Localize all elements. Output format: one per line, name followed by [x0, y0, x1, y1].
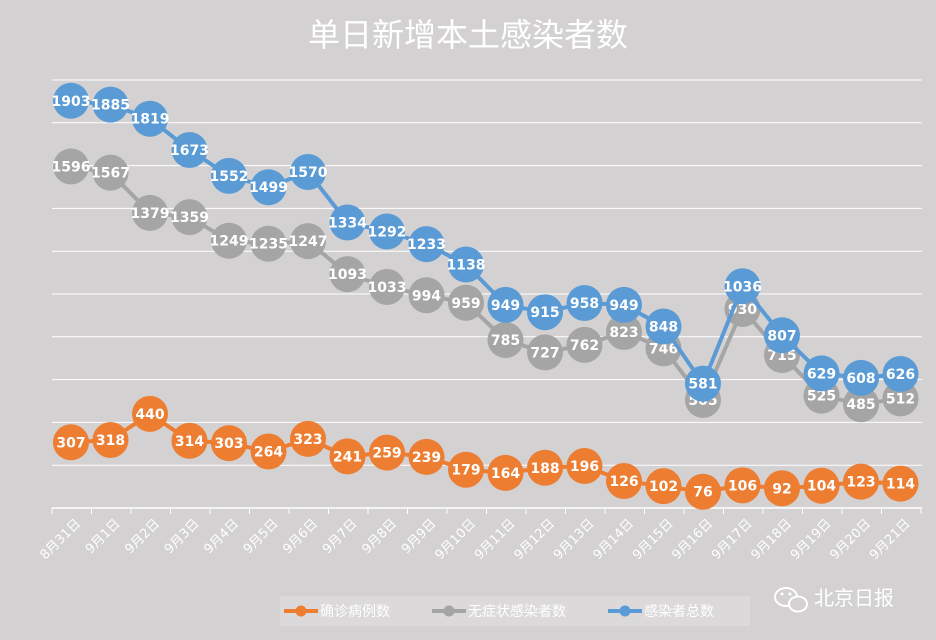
wechat-icon [775, 588, 807, 612]
x-tick-label: 9月17日 [709, 516, 756, 563]
data-label: 241 [333, 449, 362, 465]
x-axis: 8月31日9月1日9月2日9月3日9月4日9月5日9月6日9月7日9月8日9月9… [38, 508, 921, 563]
data-label: 958 [570, 296, 599, 312]
data-label: 196 [570, 459, 599, 475]
legend-label: 确诊病例数 [320, 604, 390, 620]
data-label: 1359 [170, 210, 209, 226]
x-tick-label: 9月12日 [512, 516, 559, 563]
data-label: 1247 [289, 234, 328, 250]
x-tick-label: 9月11日 [472, 516, 519, 563]
data-label: 259 [372, 446, 401, 462]
x-tick-label: 9月6日 [280, 516, 321, 557]
data-label: 104 [807, 479, 836, 495]
data-label: 581 [688, 377, 717, 393]
x-tick-label: 9月16日 [670, 516, 717, 563]
data-label: 1819 [131, 112, 170, 128]
x-tick-label: 9月1日 [83, 516, 124, 557]
data-label: 512 [886, 391, 915, 407]
data-label: 1552 [210, 169, 249, 185]
legend: 确诊病例数 无症状感染者数 感染者总数 [280, 596, 750, 626]
x-tick-label: 9月14日 [591, 516, 638, 563]
x-tick-label: 9月8日 [359, 516, 400, 557]
legend-label: 无症状感染者数 [468, 603, 566, 620]
x-tick-label: 9月7日 [320, 516, 361, 557]
data-label: 1379 [131, 206, 170, 222]
series-0: 307 318 440 314 303 264 323 241 259 239 179 164 188 1… [53, 396, 919, 510]
data-label: 92 [772, 481, 791, 497]
data-label: 179 [451, 463, 480, 479]
data-label: 823 [609, 325, 638, 341]
line-chart: 单日新增本土感染者数 8月31日9月1日9月2日9月3日9月4日9月5日9月6日… [0, 0, 936, 640]
data-label: 626 [886, 367, 915, 383]
data-label: 264 [254, 445, 283, 461]
data-label: 1292 [368, 225, 407, 241]
x-tick-label: 9月10日 [433, 516, 480, 563]
data-label: 1903 [52, 94, 91, 110]
data-label: 1033 [368, 280, 407, 296]
data-label: 76 [693, 485, 712, 501]
legend-label: 感染者总数 [644, 603, 714, 620]
data-label: 949 [491, 298, 520, 314]
x-tick-label: 9月5日 [241, 516, 282, 557]
legend-swatch-marker [620, 606, 631, 617]
data-label: 485 [846, 397, 875, 413]
data-label: 126 [609, 474, 638, 490]
data-label: 629 [807, 366, 836, 382]
data-label: 440 [135, 407, 164, 423]
x-tick-label: 9月2日 [122, 516, 163, 557]
x-tick-label: 9月20日 [828, 516, 875, 563]
data-label: 188 [530, 461, 559, 477]
data-label: 106 [728, 478, 757, 494]
data-label: 123 [846, 475, 875, 491]
data-label: 848 [649, 320, 678, 336]
data-label: 1138 [447, 257, 486, 273]
data-label: 164 [491, 466, 520, 482]
data-label: 727 [530, 345, 559, 361]
x-tick-label: 9月15日 [630, 516, 677, 563]
data-label: 1036 [723, 279, 762, 295]
legend-swatch-marker [444, 606, 455, 617]
x-tick-label: 9月13日 [551, 516, 598, 563]
data-label: 1233 [407, 237, 446, 253]
data-label: 1885 [91, 98, 130, 114]
x-tick-label: 9月3日 [162, 516, 203, 557]
data-label: 1093 [328, 267, 367, 283]
data-label: 318 [96, 433, 125, 449]
watermark-text: 北京日报 [814, 586, 894, 610]
data-label: 303 [214, 436, 243, 452]
x-tick-label: 8月31日 [38, 516, 85, 563]
x-tick-label: 9月18日 [749, 516, 796, 563]
data-label: 1570 [289, 165, 328, 181]
series-layer: 307 318 440 314 303 264 323 241 259 239 179 164 188 1… [52, 83, 919, 510]
data-label: 785 [491, 333, 520, 349]
data-label: 1235 [249, 237, 288, 253]
legend-swatch-marker [296, 606, 307, 617]
data-label: 307 [56, 435, 85, 451]
data-label: 323 [293, 432, 322, 448]
watermark: 北京日报 [775, 586, 894, 612]
data-label: 994 [412, 288, 441, 304]
x-tick-label: 9月19日 [788, 516, 835, 563]
data-label: 1334 [328, 216, 367, 232]
data-label: 1249 [210, 234, 249, 250]
data-label: 1596 [52, 159, 91, 175]
data-label: 915 [530, 305, 559, 321]
data-label: 1567 [91, 166, 130, 182]
data-label: 239 [412, 450, 441, 466]
data-label: 949 [609, 298, 638, 314]
chart-title: 单日新增本土感染者数 [308, 16, 628, 54]
x-tick-label: 9月21日 [867, 516, 914, 563]
data-label: 608 [846, 371, 875, 387]
data-label: 114 [886, 477, 915, 493]
data-label: 762 [570, 338, 599, 354]
x-tick-label: 9月4日 [201, 516, 242, 557]
data-label: 314 [175, 434, 204, 450]
data-label: 1673 [170, 143, 209, 159]
data-label: 1499 [249, 180, 288, 196]
data-label: 807 [767, 328, 796, 344]
data-label: 102 [649, 479, 678, 495]
data-label: 959 [451, 296, 480, 312]
